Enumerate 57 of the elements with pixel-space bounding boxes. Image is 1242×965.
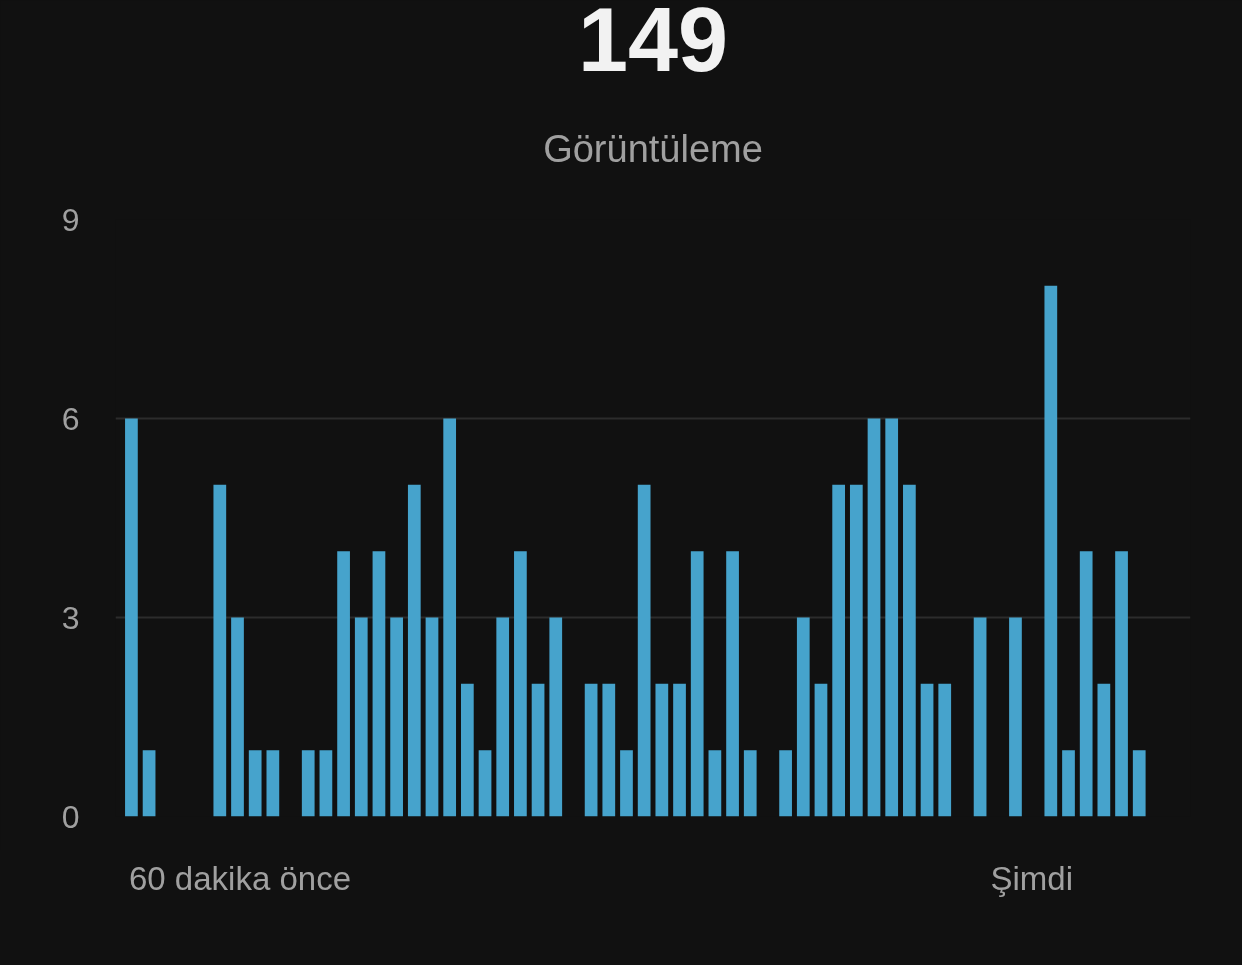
bar bbox=[1044, 285, 1058, 817]
bar bbox=[372, 551, 386, 817]
bar bbox=[1132, 750, 1146, 817]
bar bbox=[1009, 617, 1022, 817]
bar bbox=[1115, 551, 1128, 817]
bar bbox=[637, 484, 651, 817]
bar bbox=[125, 418, 138, 817]
bar bbox=[231, 617, 244, 817]
text: Şimdi bbox=[990, 859, 1073, 899]
bar bbox=[920, 683, 934, 817]
bar bbox=[443, 418, 457, 817]
bar bbox=[248, 750, 262, 817]
bar bbox=[938, 683, 952, 817]
bar bbox=[1097, 683, 1111, 817]
bar bbox=[390, 617, 403, 817]
bar bbox=[779, 750, 792, 817]
bar bbox=[726, 551, 739, 817]
bar bbox=[743, 750, 757, 817]
y-tick-label: 0 bbox=[61, 798, 80, 835]
chart-title: 149 bbox=[577, 0, 729, 90]
bar bbox=[673, 683, 686, 817]
bar bbox=[1062, 750, 1075, 817]
bar bbox=[478, 750, 492, 817]
bar bbox=[903, 484, 916, 817]
bar bbox=[602, 683, 616, 817]
bar bbox=[973, 617, 987, 817]
bar bbox=[337, 551, 350, 817]
bar bbox=[142, 750, 156, 817]
bar bbox=[1079, 551, 1093, 817]
bar bbox=[690, 551, 704, 817]
bar bbox=[514, 551, 527, 817]
bar bbox=[460, 683, 474, 817]
text: 60 dakika önce bbox=[129, 859, 351, 899]
bar bbox=[814, 683, 828, 817]
bar bbox=[549, 617, 563, 817]
bar bbox=[407, 484, 421, 817]
bar bbox=[301, 750, 315, 817]
bar bbox=[708, 750, 722, 817]
bar bbox=[620, 750, 633, 817]
bar bbox=[266, 750, 280, 817]
chart-subtitle: Görüntüleme bbox=[543, 127, 763, 170]
bar bbox=[213, 484, 227, 817]
bar bbox=[354, 617, 368, 817]
bar bbox=[867, 418, 881, 817]
bar bbox=[832, 484, 846, 817]
bar bbox=[885, 418, 899, 817]
bar bbox=[849, 484, 863, 817]
y-tick-label: 6 bbox=[61, 400, 80, 437]
bar bbox=[796, 617, 810, 817]
y-tick-label: 3 bbox=[61, 599, 80, 636]
bar bbox=[319, 750, 333, 817]
bar bbox=[531, 683, 545, 817]
bar bbox=[425, 617, 439, 817]
y-tick-label: 9 bbox=[61, 201, 80, 238]
bar bbox=[584, 683, 598, 817]
bar bbox=[496, 617, 510, 817]
bar bbox=[655, 683, 669, 817]
